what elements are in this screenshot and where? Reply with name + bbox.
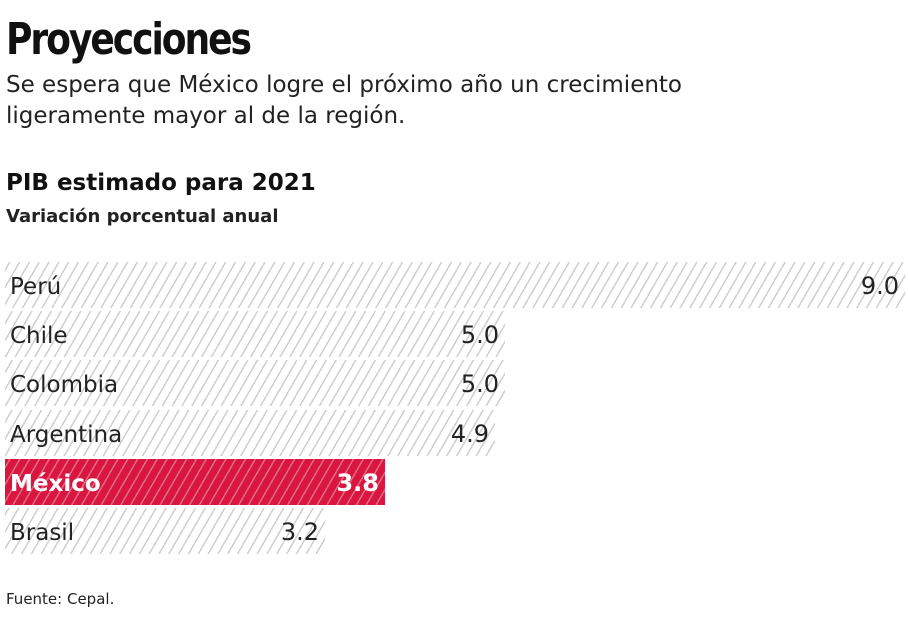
value-label: 3.8 xyxy=(336,468,379,497)
value-label: 5.0 xyxy=(460,370,499,399)
value-label: 5.0 xyxy=(460,321,499,350)
category-label: Chile xyxy=(10,323,68,350)
bar-2 xyxy=(5,360,505,407)
chart-subtitle: Variación porcentual anual xyxy=(6,206,279,227)
category-label: México xyxy=(10,470,101,497)
category-label: Colombia xyxy=(10,372,119,399)
bar-5 xyxy=(5,508,325,554)
bar-3 xyxy=(5,409,495,456)
page-subtitle: Se espera que México logre el próximo añ… xyxy=(6,72,683,129)
bar-4 xyxy=(5,458,385,505)
value-label: 4.9 xyxy=(450,419,489,448)
bar-1 xyxy=(5,311,505,358)
bar-0 xyxy=(5,262,905,308)
source-note: Fuente: Cepal. xyxy=(6,590,115,608)
category-label: Argentina xyxy=(10,421,123,448)
category-label: Brasil xyxy=(10,520,75,546)
value-label: 9.0 xyxy=(860,272,899,300)
category-label: Perú xyxy=(10,274,62,300)
chart-title: PIB estimado para 2021 xyxy=(6,170,316,196)
page-title: Proyecciones xyxy=(6,14,252,65)
value-label: 3.2 xyxy=(280,518,319,546)
